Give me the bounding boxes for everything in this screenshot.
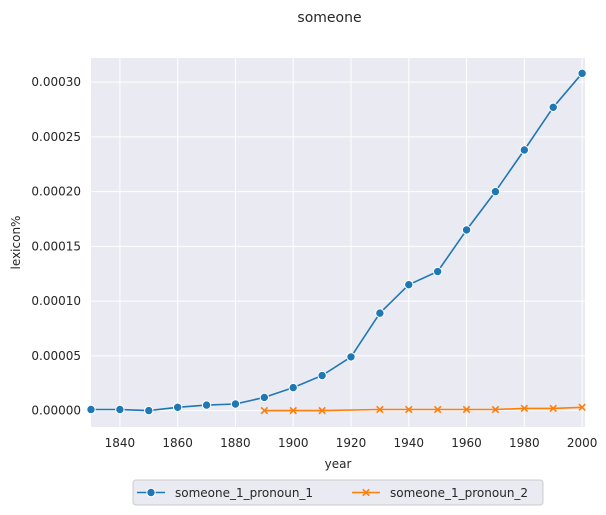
data-point — [201, 400, 212, 410]
legend-label: someone_1_pronoun_1 — [175, 486, 313, 500]
plot-area — [91, 58, 585, 427]
data-point — [172, 402, 183, 412]
data-point — [260, 406, 269, 415]
x-tick-label: 1840 — [105, 436, 136, 450]
data-point — [146, 487, 156, 498]
legend: someone_1_pronoun_1 someone_1_pronoun_2 — [132, 479, 544, 506]
y-tick-label: 0.00025 — [31, 130, 81, 144]
data-point — [230, 399, 241, 409]
data-point — [289, 406, 297, 415]
data-point — [462, 405, 471, 414]
data-point — [288, 382, 298, 393]
data-point — [405, 405, 413, 414]
data-point — [375, 308, 385, 318]
data-point — [578, 403, 586, 412]
y-tick-label: 0.00000 — [31, 404, 81, 418]
y-tick-label: 0.00015 — [31, 239, 81, 253]
data-point — [548, 102, 558, 112]
data-point — [549, 404, 557, 413]
series-someone_1_pronoun_1 — [86, 68, 587, 416]
x-tick-label: 1900 — [278, 436, 309, 450]
chart-title: someone — [297, 10, 361, 26]
x-axis-label: year — [325, 457, 352, 471]
legend-item: someone_1_pronoun_2 — [352, 486, 528, 500]
legend-item: someone_1_pronoun_1 — [137, 486, 313, 500]
series-line — [91, 72, 583, 412]
data-point — [362, 488, 370, 497]
legend-box — [132, 479, 544, 506]
legend-label: someone_1_pronoun_2 — [390, 486, 528, 500]
y-axis: 0.00000 0.00005 0.00010 0.00015 0.00020 0.000… — [31, 75, 81, 417]
data-point — [346, 352, 356, 362]
x-tick-label: 2000 — [567, 436, 598, 450]
y-tick-label: 0.00030 — [31, 75, 81, 89]
data-point — [144, 405, 154, 416]
data-point — [404, 279, 414, 290]
grid-lines — [91, 58, 585, 427]
data-point — [432, 266, 443, 277]
data-point — [318, 406, 326, 415]
data-point — [317, 370, 327, 381]
x-tick-label: 1880 — [220, 436, 251, 450]
y-tick-label: 0.00005 — [31, 349, 81, 363]
x-axis: 1840 1860 1880 1900 1920 1940 1960 1980 2000 — [105, 436, 598, 450]
data-point — [490, 186, 501, 197]
y-tick-label: 0.00020 — [31, 185, 81, 199]
y-tick-label: 0.00010 — [31, 294, 81, 308]
data-point — [86, 404, 96, 415]
data-point — [577, 68, 587, 79]
data-point — [519, 145, 530, 155]
x-tick-label: 1960 — [451, 436, 482, 450]
data-point — [433, 405, 442, 414]
x-tick-label: 1860 — [162, 436, 193, 450]
y-axis-label: lexicon% — [9, 216, 23, 270]
data-point — [259, 392, 270, 403]
data-point — [461, 225, 472, 235]
series-layer — [86, 68, 587, 416]
x-tick-label: 1920 — [336, 436, 367, 450]
data-point — [520, 404, 529, 413]
data-point — [491, 405, 500, 414]
x-tick-label: 1980 — [509, 436, 540, 450]
series-someone_1_pronoun_2 — [260, 403, 586, 415]
data-point — [115, 404, 125, 415]
data-point — [376, 405, 384, 414]
x-tick-label: 1940 — [394, 436, 425, 450]
